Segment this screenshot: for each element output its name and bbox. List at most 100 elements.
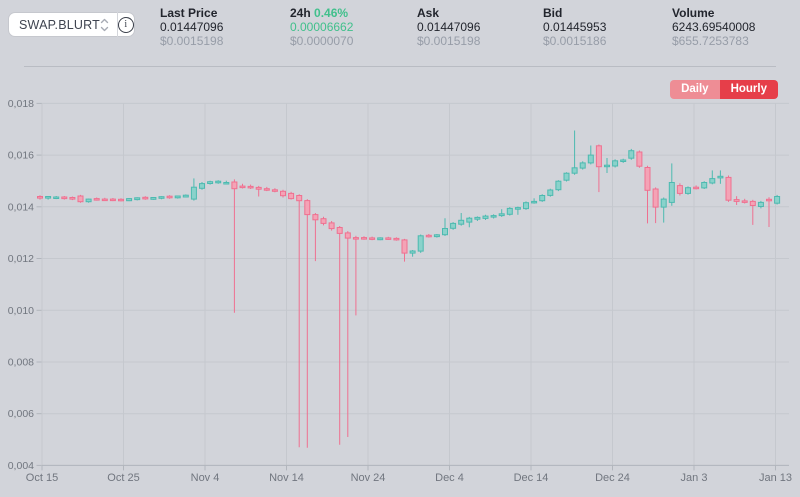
candle [636,150,643,168]
candle [352,235,359,316]
candle [693,185,700,190]
candle [190,178,197,201]
candle [482,214,489,220]
candle [182,194,189,198]
candle [126,198,133,202]
stat-change-percent: 0.46% [314,6,349,20]
candle [280,189,286,198]
candle [385,236,392,240]
candle [101,197,108,202]
stat-usd-value: $0.0000070 [290,34,354,48]
candle [433,234,440,238]
candle [134,197,141,201]
y-axis-label: 0,008 [8,357,34,369]
info-button[interactable]: i [117,13,134,36]
candle [369,236,376,241]
candle [142,196,149,200]
candle [514,206,521,215]
candle [717,170,724,184]
pair-selector[interactable]: SWAP.BLURT i [8,12,135,37]
x-axis-label: Jan 3 [681,472,708,484]
candle [442,218,448,236]
stat-label: Volume [672,6,715,20]
candle [725,175,732,202]
stat-usd-value: $655.7253783 [672,34,749,48]
candle [604,158,610,173]
candle [150,197,157,200]
x-axis-label: Dec 4 [435,472,464,484]
price-chart: 0,018 0,016 0,014 0,012 0,010 0,008 0,006 0,004… [0,67,800,497]
daily-button[interactable]: Daily [670,80,720,99]
candle [701,181,708,189]
candle [174,195,181,199]
stat-value: 0.00006662 [290,20,354,34]
candle [247,184,254,189]
candle [523,201,529,210]
candle [612,159,619,168]
candle [547,188,554,197]
x-axis-label: Dec 14 [514,472,549,484]
stat-usd-value: $0.0015198 [417,34,481,48]
stat-bid: Bid 0.01445953 $0.0015186 [543,6,606,48]
candle [344,231,351,437]
stat-value: 0.01445953 [543,20,607,34]
candle [215,180,222,184]
candle [709,170,716,185]
candle [620,158,627,163]
stat-volume: Volume 6243.69540008 $655.7253783 [672,6,755,48]
candle [158,196,165,200]
candle [587,145,594,165]
candle [506,207,513,216]
hourly-button[interactable]: Hourly [719,80,778,99]
candle [118,198,124,202]
candle [377,237,384,241]
stat-label: 24h 0.46% [290,6,349,20]
stat-last-price: Last Price 0.01447096 $0.0015198 [160,6,223,48]
candle [37,195,43,200]
stat-usd-value: $0.0015198 [160,34,224,48]
candle [45,196,52,200]
candle [255,185,262,197]
candle [766,197,772,227]
candle [450,222,457,230]
candle [490,214,497,219]
x-axis-label: Nov 24 [351,472,386,484]
candle [271,188,278,193]
candle [531,198,538,204]
candle [61,196,68,200]
candle [741,198,748,204]
stat-value: 0.01447096 [160,20,224,34]
timeframe-toggle: Daily Hourly [670,80,778,99]
candlestick-svg: 0,018 0,016 0,014 0,012 0,010 0,008 0,006 0,004… [8,98,792,484]
stat-24h-change: 24h 0.46% 0.00006662 $0.0000070 [290,6,353,48]
candle [401,238,408,262]
x-axis-label: Oct 25 [107,472,139,484]
candle [93,197,100,201]
candle [304,199,311,448]
candle [774,194,781,205]
stat-label: Bid [543,6,563,20]
candle [53,196,60,200]
candle [555,180,562,192]
x-axis-label: Nov 14 [269,472,304,484]
stat-label: Last Price [160,6,218,20]
header-divider [24,66,776,67]
chevron-updown-icon[interactable] [100,18,109,32]
stat-value: 6243.69540008 [672,20,756,34]
candle [393,237,400,241]
x-axis-label: Jan 13 [759,472,792,484]
y-axis-label: 0,010 [8,305,34,317]
candle [628,148,635,160]
candle [207,180,214,185]
x-axis-label: Nov 4 [191,472,220,484]
candle [288,191,295,200]
candle [595,144,602,193]
candle [458,213,465,226]
candle [571,130,578,175]
candle [223,180,230,185]
stat-ask: Ask 0.01447096 $0.0015198 [417,6,480,48]
candle [685,186,691,195]
x-axis-label: Oct 15 [26,472,58,484]
info-icon: i [117,16,134,33]
candle [239,183,246,189]
